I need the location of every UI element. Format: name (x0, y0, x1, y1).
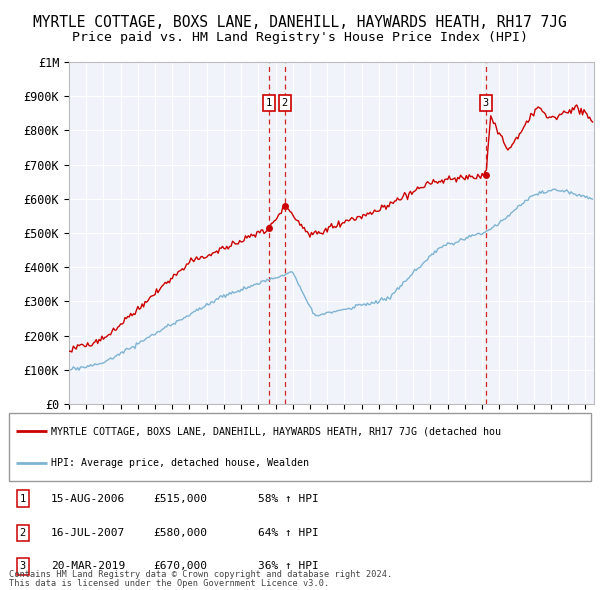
Text: 16-JUL-2007: 16-JUL-2007 (51, 528, 125, 537)
Text: 20-MAR-2019: 20-MAR-2019 (51, 562, 125, 571)
Text: 1: 1 (266, 98, 272, 108)
Text: 36% ↑ HPI: 36% ↑ HPI (258, 562, 319, 571)
Text: 2: 2 (20, 528, 26, 537)
Text: Contains HM Land Registry data © Crown copyright and database right 2024.: Contains HM Land Registry data © Crown c… (9, 571, 392, 579)
Text: Price paid vs. HM Land Registry's House Price Index (HPI): Price paid vs. HM Land Registry's House … (72, 31, 528, 44)
Text: £670,000: £670,000 (153, 562, 207, 571)
Text: MYRTLE COTTAGE, BOXS LANE, DANEHILL, HAYWARDS HEATH, RH17 7JG: MYRTLE COTTAGE, BOXS LANE, DANEHILL, HAY… (33, 15, 567, 30)
Text: £515,000: £515,000 (153, 494, 207, 503)
Text: 3: 3 (483, 98, 489, 108)
Text: 58% ↑ HPI: 58% ↑ HPI (258, 494, 319, 503)
Text: 15-AUG-2006: 15-AUG-2006 (51, 494, 125, 503)
Text: 2: 2 (282, 98, 288, 108)
Text: HPI: Average price, detached house, Wealden: HPI: Average price, detached house, Weal… (51, 457, 309, 467)
Text: MYRTLE COTTAGE, BOXS LANE, DANEHILL, HAYWARDS HEATH, RH17 7JG (detached hou: MYRTLE COTTAGE, BOXS LANE, DANEHILL, HAY… (51, 427, 501, 437)
Text: 1: 1 (20, 494, 26, 503)
FancyBboxPatch shape (9, 413, 591, 481)
Text: £580,000: £580,000 (153, 528, 207, 537)
Text: This data is licensed under the Open Government Licence v3.0.: This data is licensed under the Open Gov… (9, 579, 329, 588)
Text: 64% ↑ HPI: 64% ↑ HPI (258, 528, 319, 537)
Text: 3: 3 (20, 562, 26, 571)
